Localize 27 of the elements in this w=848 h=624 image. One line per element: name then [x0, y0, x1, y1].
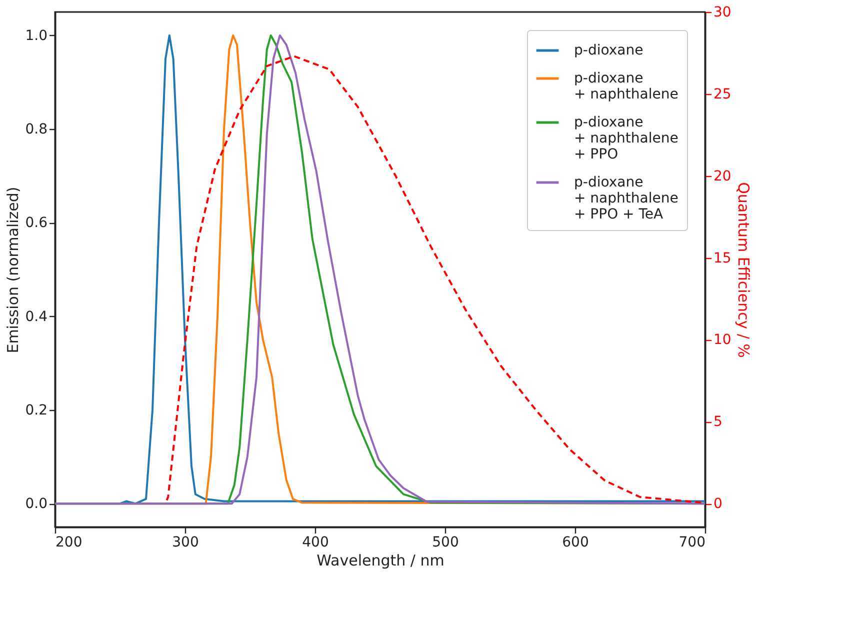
y2-tick-label: 5: [714, 414, 722, 430]
legend-label: p-dioxane + naphthalene: [574, 70, 678, 102]
y2-tick-label: 25: [714, 86, 732, 102]
y-tick-label: 0.8: [25, 122, 48, 138]
y-axis-title: Emission (normalized): [4, 186, 22, 354]
x-tick-label: 600: [562, 534, 589, 550]
legend-label: p-dioxane + naphthalene + PPO: [574, 114, 678, 162]
line-series: [54, 34, 706, 505]
y2-tick-label: 0: [714, 496, 722, 512]
y2-tick-label: 10: [714, 332, 732, 348]
y-tick-label: 0.6: [25, 215, 48, 232]
y2-tick-label: 30: [714, 4, 732, 20]
legend-label: p-dioxane: [574, 42, 644, 58]
y-tick-label: 0.4: [25, 308, 48, 325]
x-tick-label: 700: [678, 534, 706, 550]
y-tick-label: 1.0: [25, 28, 48, 44]
y2-tick-label: 20: [714, 168, 732, 184]
x-tick-label: 400: [302, 534, 329, 550]
x-tick-label: 500: [432, 534, 459, 550]
legend-label: p-dioxane + naphthalene + PPO + TeA: [574, 174, 678, 222]
x-tick-label: 200: [56, 534, 82, 550]
y-tick-label: 0.2: [25, 402, 48, 418]
y2-axis-title: Quantum Efficiency / %: [734, 182, 752, 358]
x-tick-label: 300: [172, 534, 199, 550]
y2-tick-label: 15: [714, 250, 732, 266]
x-axis-title: Wavelength / nm: [316, 552, 444, 570]
y-tick-label: 0.0: [25, 496, 48, 512]
